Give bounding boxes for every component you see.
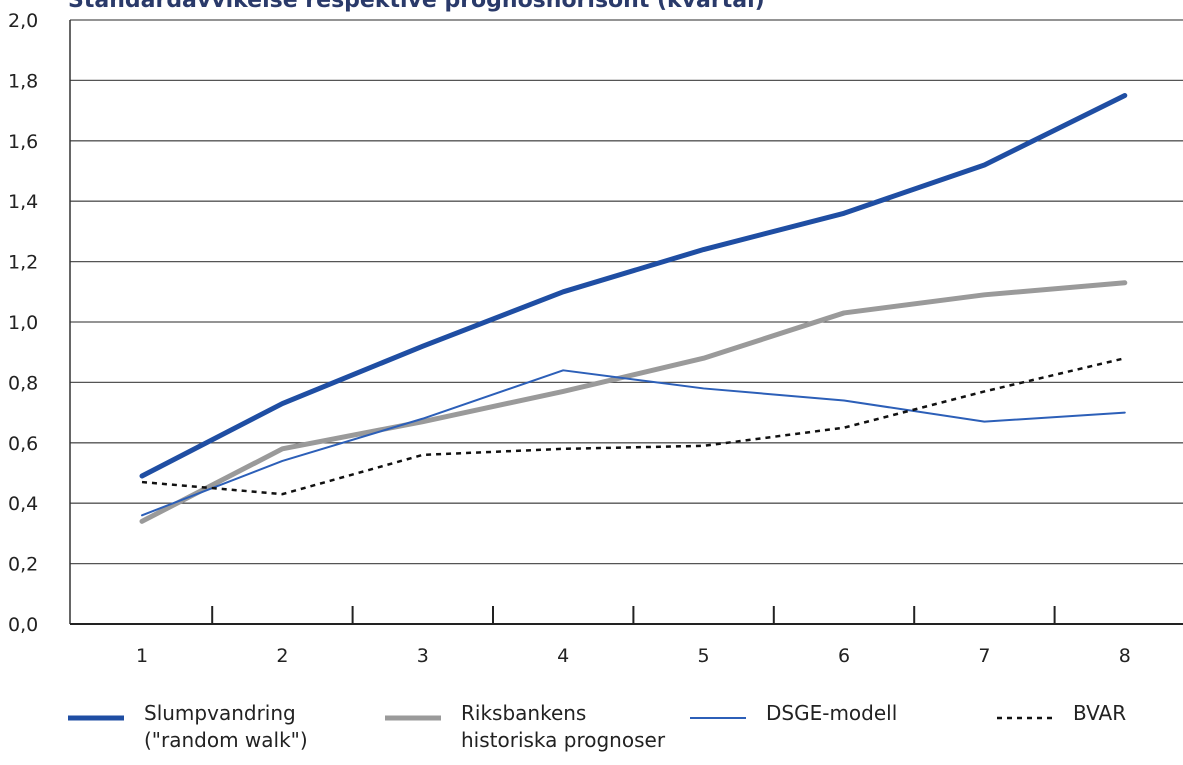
x-tick-label: 6: [838, 645, 850, 667]
series-line-1: [139, 93, 1128, 479]
x-tick-label: 2: [276, 645, 288, 667]
legend-swatch: [385, 715, 441, 721]
legend-item: BVAR: [997, 700, 1126, 727]
legend-item: Slumpvandring ("random walk"): [68, 700, 308, 754]
y-tick-label: 2,0: [8, 10, 38, 32]
x-tick-label: 7: [978, 645, 990, 667]
legend-swatch: [690, 717, 746, 719]
legend-item: Riksbankens historiska prognoser: [385, 700, 665, 754]
series-line-3: [141, 369, 1126, 517]
series-lines: [139, 93, 1128, 524]
y-tick-label: 0,8: [8, 372, 38, 394]
y-tick-label: 0,6: [8, 433, 38, 455]
legend-swatch: [997, 716, 1053, 720]
legend-swatch: [68, 715, 124, 721]
legend-label: Slumpvandring ("random walk"): [144, 701, 308, 752]
x-tick-label: 3: [417, 645, 429, 667]
legend-label: DSGE-modell: [766, 701, 898, 725]
legend-item: DSGE-modell: [690, 700, 897, 727]
legend: Slumpvandring ("random walk") Riksbankens…: [0, 700, 1183, 765]
y-tick-label: 1,8: [8, 70, 38, 92]
x-tick-label: 8: [1119, 645, 1131, 667]
legend-label: BVAR: [1073, 701, 1127, 725]
y-axis-ticks: 0,0 0,2 0,4 0,6 0,8 1,0 1,2 1,4 1,6 1,8 2,0: [8, 10, 38, 636]
y-tick-label: 0,4: [8, 493, 38, 515]
series-line-4: [141, 357, 1126, 496]
gridlines: [69, 19, 1183, 624]
y-tick-label: 1,4: [8, 191, 38, 213]
y-tick-label: 0,0: [8, 614, 38, 636]
y-tick-label: 1,2: [8, 252, 38, 274]
x-tick-label: 5: [698, 645, 710, 667]
y-tick-label: 1,6: [8, 131, 38, 153]
y-tick-label: 1,0: [8, 312, 38, 334]
x-axis: 1 2 3 4 5 6 7 8: [70, 606, 1183, 667]
x-tick-label: 1: [136, 645, 148, 667]
series-line-2: [139, 280, 1128, 524]
line-chart: 0,0 0,2 0,4 0,6 0,8 1,0 1,2 1,4 1,6 1,8 2,0 1 2 3 4 5 6…: [8, 10, 1183, 667]
y-tick-label: 0,2: [8, 554, 38, 576]
legend-label: Riksbankens historiska prognoser: [461, 701, 666, 752]
chart-title: Standardavvikelse respektive prognoshori…: [68, 0, 765, 13]
x-tick-label: 4: [557, 645, 569, 667]
